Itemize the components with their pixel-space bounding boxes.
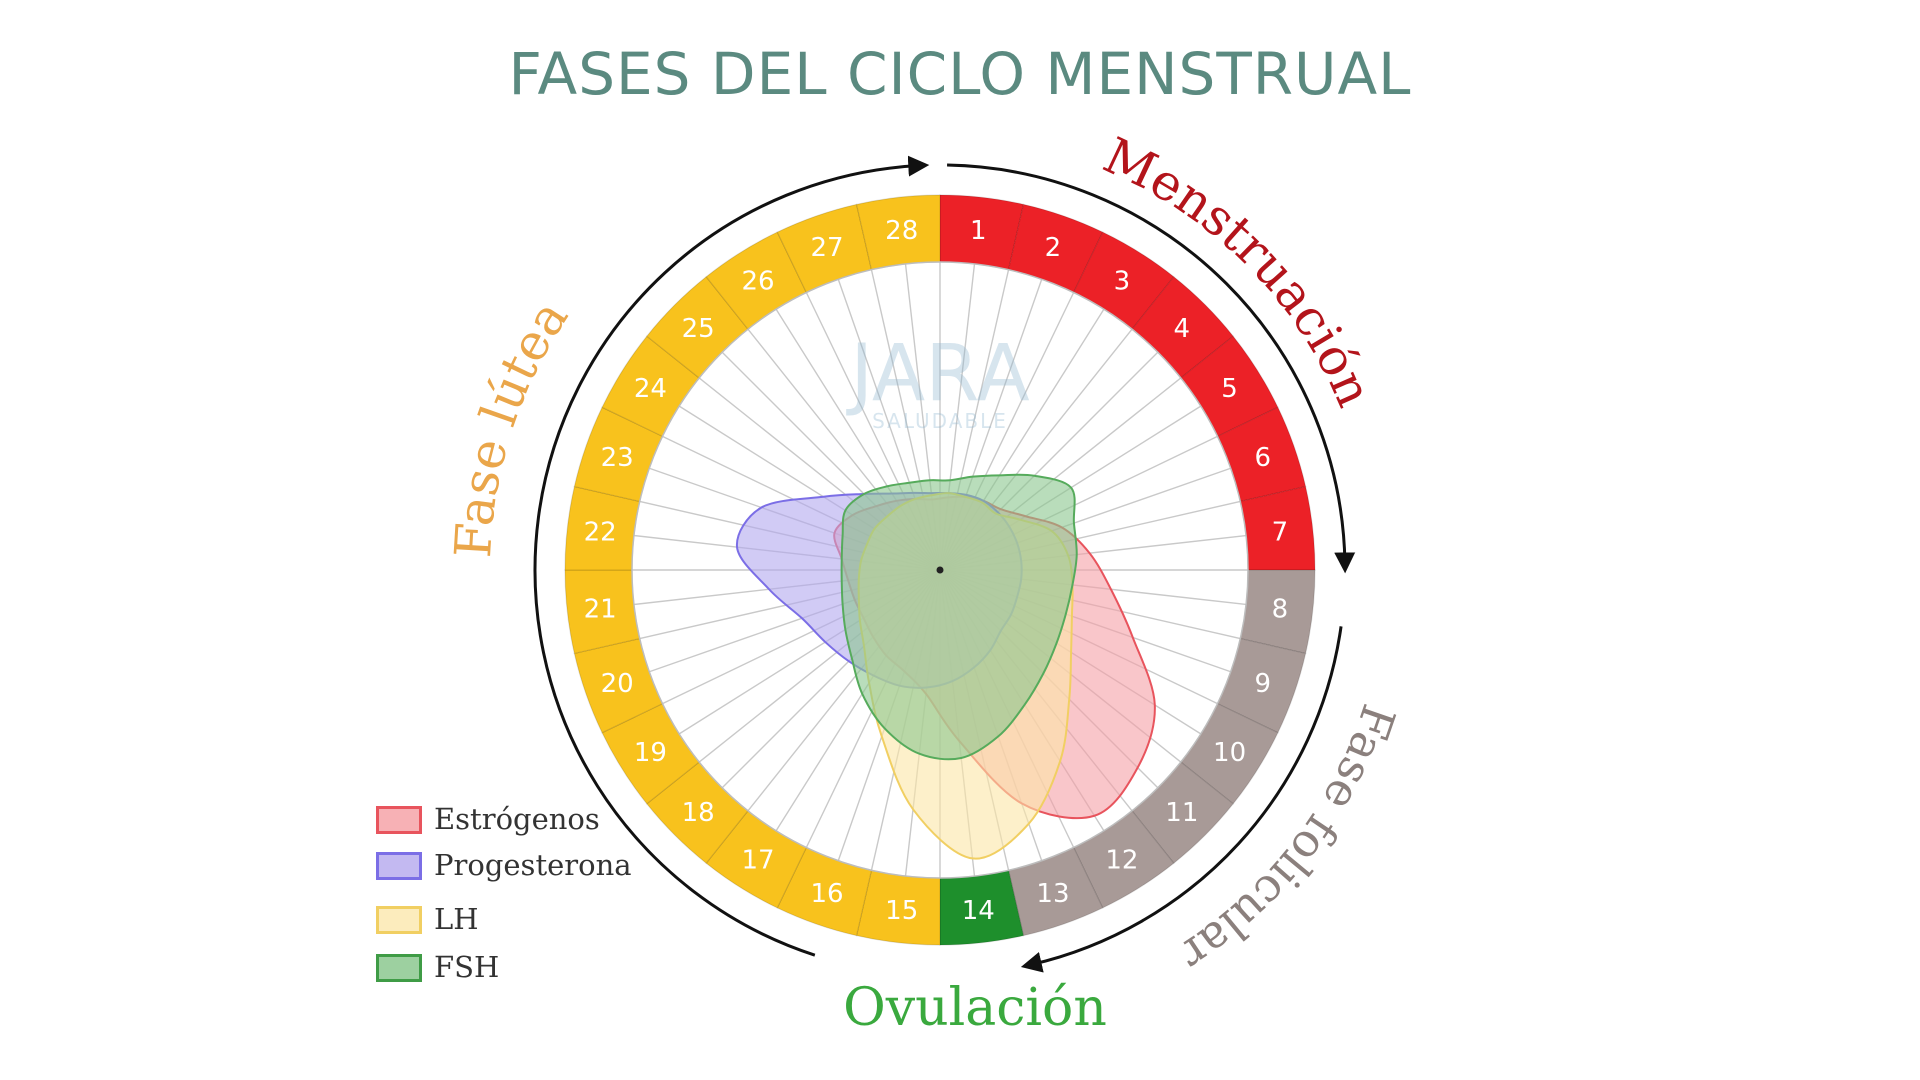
day-number-12: 12	[1105, 846, 1138, 876]
day-number-20: 20	[601, 669, 634, 699]
day-number-23: 23	[601, 443, 634, 473]
arrow-menstruacion	[947, 163, 1356, 574]
label-lutea-text: Fase lútea	[444, 290, 579, 560]
legend-swatch-estrogenos	[376, 806, 422, 834]
day-number-19: 19	[634, 738, 667, 768]
arrow-lutea	[533, 155, 930, 957]
day-number-1: 1	[970, 216, 987, 246]
hormone-curves	[736, 473, 1156, 860]
legend-label-estrogenos: Estrógenos	[434, 802, 600, 836]
day-ring: 1234567891011121314151617181920212223242…	[564, 194, 1316, 946]
center-dot	[936, 566, 944, 574]
phase-arrows	[533, 155, 1356, 973]
inner-ring-border	[631, 261, 1249, 879]
day-number-11: 11	[1165, 798, 1198, 828]
day-number-10: 10	[1213, 738, 1246, 768]
watermark-main: JARA	[845, 329, 1029, 419]
day-number-15: 15	[885, 896, 918, 926]
day-number-22: 22	[584, 518, 617, 548]
label-lutea: Fase lútea	[444, 290, 579, 560]
day-number-14: 14	[962, 896, 995, 926]
day-number-16: 16	[810, 879, 843, 909]
day-number-21: 21	[584, 594, 617, 624]
legend-swatch-progesterona	[376, 852, 422, 880]
day-number-4: 4	[1174, 314, 1191, 344]
legend-item-lh: LH	[376, 900, 636, 940]
watermark-sub: SALUDABLE	[872, 409, 1008, 433]
day-number-28: 28	[885, 216, 918, 246]
day-number-27: 27	[810, 233, 843, 263]
legend-label-fsh: FSH	[434, 950, 500, 984]
arrow-folicular	[1020, 626, 1343, 973]
day-number-24: 24	[634, 374, 667, 404]
legend-label-lh: LH	[434, 902, 479, 936]
legend-swatch-lh	[376, 906, 422, 934]
day-number-25: 25	[682, 314, 715, 344]
day-number-13: 13	[1036, 879, 1069, 909]
day-number-7: 7	[1272, 518, 1289, 548]
legend-label-progesterona: Progesterona	[434, 848, 632, 882]
label-ovulacion: Ovulación	[843, 978, 1107, 1038]
day-number-9: 9	[1255, 669, 1272, 699]
hormone-curve-fsh	[840, 473, 1078, 761]
day-number-8: 8	[1272, 594, 1289, 624]
day-number-2: 2	[1045, 233, 1062, 263]
legend-swatch-fsh	[376, 954, 422, 982]
day-number-18: 18	[682, 798, 715, 828]
page-title: FASES DEL CICLO MENSTRUAL	[508, 40, 1412, 108]
legend-item-progesterona: Progesterona	[376, 846, 636, 886]
watermark: JARA SALUDABLE	[845, 329, 1029, 433]
day-number-26: 26	[742, 266, 775, 296]
day-number-5: 5	[1221, 374, 1238, 404]
legend-item-estrogenos: Estrógenos	[376, 800, 636, 840]
legend-item-fsh: FSH	[376, 948, 636, 988]
day-number-17: 17	[742, 846, 775, 876]
day-number-3: 3	[1114, 266, 1131, 296]
day-number-6: 6	[1255, 443, 1272, 473]
